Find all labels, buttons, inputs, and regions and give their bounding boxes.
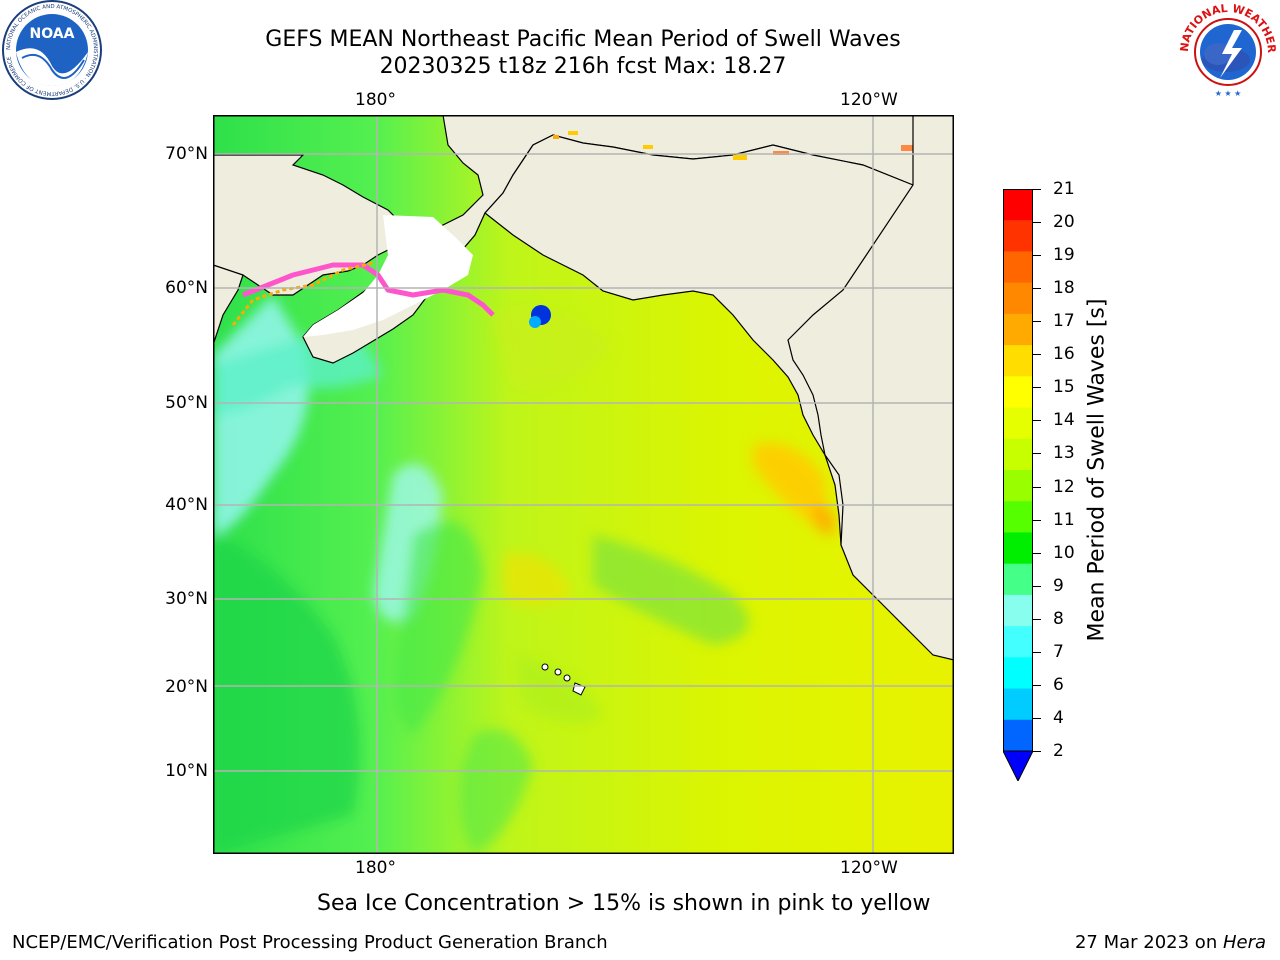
- colorbar-tick-mark: [1033, 651, 1041, 653]
- noaa-logo-text: NOAA: [30, 26, 75, 42]
- colorbar-swatch: [1003, 470, 1033, 502]
- colorbar-tick-mark: [1033, 420, 1041, 422]
- map-panel: [213, 115, 954, 854]
- colorbar-tick-mark: [1033, 751, 1041, 752]
- colorbar-tick-mark: [1033, 552, 1041, 554]
- run-date: 27 Mar 2023 on Hera: [1075, 932, 1266, 953]
- colorbar-tick-label: 7: [1053, 641, 1064, 662]
- lat-label-50n: 50°N: [165, 393, 208, 413]
- colorbar-title: Mean Period of Swell Waves [s]: [1084, 298, 1110, 642]
- sea-ice-bering: [303, 215, 473, 337]
- colorbar-tick-mark: [1033, 189, 1041, 190]
- colorbar-tick-label: 15: [1053, 377, 1075, 398]
- colorbar-swatch: [1003, 345, 1033, 377]
- colorbar-swatch: [1003, 220, 1033, 252]
- colorbar-tick-label: 18: [1053, 278, 1075, 299]
- colorbar-tick-mark: [1033, 288, 1041, 290]
- colorbar-tick-mark: [1033, 321, 1041, 323]
- colorbar-tick-mark: [1033, 354, 1041, 356]
- colorbar-tick-label: 12: [1053, 476, 1075, 497]
- colorbar-tick-label: 9: [1053, 575, 1064, 596]
- lat-label-10n: 10°N: [165, 761, 208, 781]
- noaa-logo: NOAA NATIONAL OCEANIC AND ATMOSPHERIC AD…: [0, 0, 104, 100]
- producer-credit: NCEP/EMC/Verification Post Processing Pr…: [12, 932, 608, 953]
- colorbar-tick-mark: [1033, 387, 1041, 389]
- colorbar-swatch: [1003, 501, 1033, 533]
- colorbar-tick-label: 17: [1053, 311, 1075, 332]
- colorbar-tick-label: 20: [1053, 212, 1075, 233]
- colorbar-swatch: [1003, 282, 1033, 315]
- colorbar-swatch: [1003, 594, 1033, 627]
- colorbar-swatch: [1003, 251, 1033, 284]
- colorbar-tick-label: 11: [1053, 509, 1075, 530]
- colorbar-tick-label: 16: [1053, 344, 1075, 365]
- colorbar-swatch: [1003, 407, 1033, 440]
- colorbar-tick-label: 2: [1053, 741, 1064, 761]
- colorbar-tick-mark: [1033, 222, 1041, 224]
- lat-label-60n: 60°N: [165, 278, 208, 298]
- colorbar-tick-mark: [1033, 519, 1041, 521]
- colorbar-tick-mark: [1033, 585, 1041, 587]
- colorbar-tick-label: 14: [1053, 410, 1075, 431]
- colorbar-tick-mark: [1033, 717, 1041, 719]
- colorbar-swatch: [1003, 657, 1033, 690]
- colorbar: [1002, 189, 1034, 783]
- nws-logo: NATIONAL WEATHER SERVICE ★ ★ ★: [1172, 0, 1280, 100]
- svg-text:★ ★ ★: ★ ★ ★: [1215, 89, 1242, 98]
- colorbar-tick-label: 21: [1053, 179, 1075, 199]
- lat-label-40n: 40°N: [165, 495, 208, 515]
- colorbar-tick-mark: [1033, 684, 1041, 686]
- colorbar-tick-mark: [1033, 618, 1041, 620]
- colorbar-tick-label: 13: [1053, 443, 1075, 464]
- colorbar-swatch: [1003, 438, 1033, 471]
- chart-subtitle: 20230325 t18z 216h fcst Max: 18.27: [379, 54, 787, 79]
- colorbar-swatch: [1003, 719, 1033, 752]
- colorbar-tick-label: 4: [1053, 707, 1064, 728]
- colorbar-swatch: [1003, 189, 1033, 221]
- colorbar-extend-arrow: [1002, 750, 1034, 783]
- sea-ice-note: Sea Ice Concentration > 15% is shown in …: [317, 891, 931, 916]
- lat-label-70n: 70°N: [165, 144, 208, 164]
- colorbar-swatch: [1003, 688, 1033, 721]
- chart-title: GEFS MEAN Northeast Pacific Mean Period …: [265, 27, 901, 52]
- colorbar-swatch: [1003, 313, 1033, 346]
- colorbar-swatch: [1003, 532, 1033, 565]
- colorbar-tick-mark: [1033, 486, 1041, 488]
- colorbar-tick-mark: [1033, 453, 1041, 455]
- colorbar-tick-mark: [1033, 255, 1041, 257]
- lon-label-bottom-180: 180°: [355, 858, 396, 878]
- lon-label-top-120w: 120°W: [840, 90, 898, 110]
- colorbar-swatch: [1003, 563, 1033, 596]
- colorbar-tick-label: 10: [1053, 542, 1075, 563]
- colorbar-tick-label: 8: [1053, 608, 1064, 629]
- graticule: [213, 115, 954, 854]
- lat-label-20n: 20°N: [165, 677, 208, 697]
- lon-label-top-180: 180°: [355, 90, 396, 110]
- land-north-america: [787, 115, 954, 661]
- colorbar-tick-label: 19: [1053, 245, 1075, 266]
- colorbar-swatch: [1003, 376, 1033, 409]
- land-kamchatka: [213, 264, 244, 346]
- lat-label-30n: 30°N: [165, 589, 208, 609]
- lon-label-bottom-120w: 120°W: [840, 858, 898, 878]
- run-date-text: 27 Mar 2023 on: [1074, 932, 1223, 953]
- sea-ice-edge: [242, 262, 495, 317]
- machine-name: Hera: [1222, 932, 1266, 953]
- colorbar-swatch: [1003, 626, 1033, 658]
- colorbar-tick-label: 6: [1053, 674, 1064, 695]
